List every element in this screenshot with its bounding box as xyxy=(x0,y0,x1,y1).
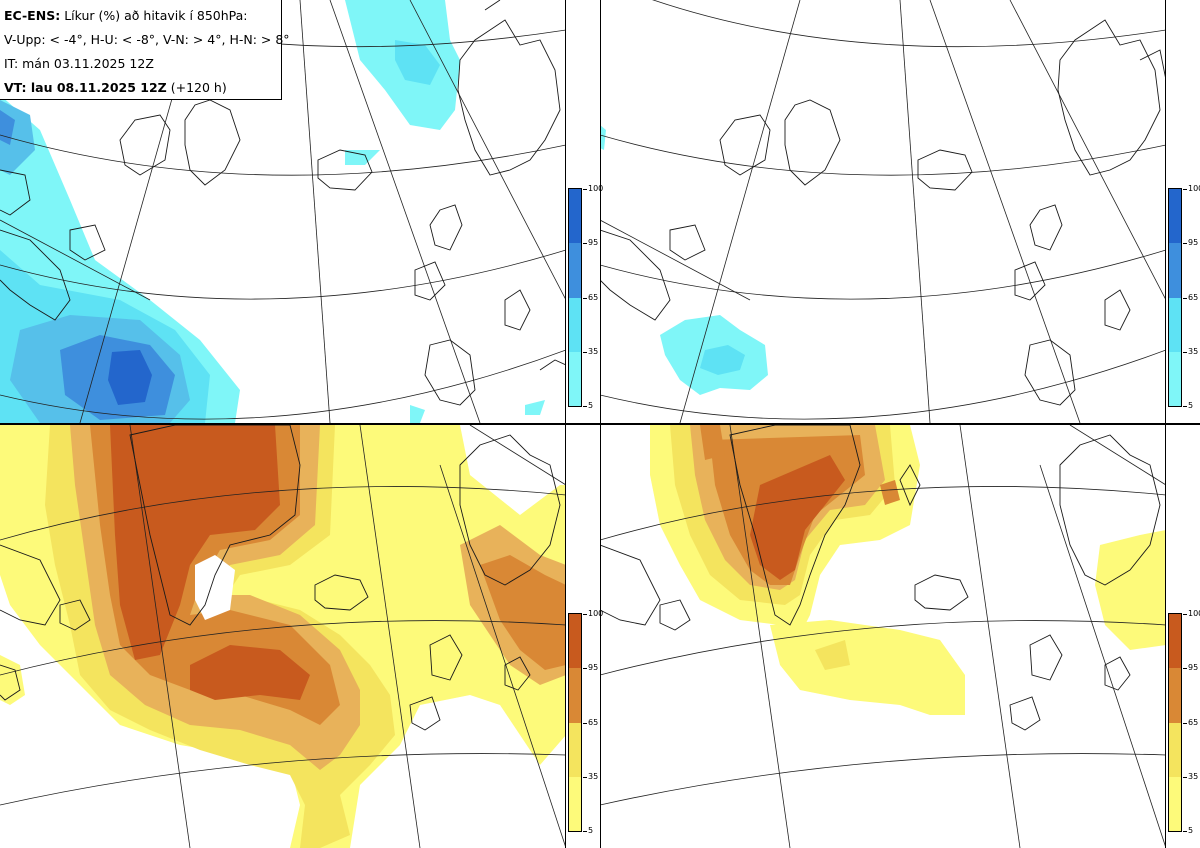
map-warm-4 xyxy=(0,425,566,848)
colorbar-tick-label: 5 xyxy=(1188,401,1194,410)
colorbar-tick-label: 95 xyxy=(588,663,599,672)
colorbar-warm-right: 100 95 65 35 5 xyxy=(1168,610,1200,835)
colorbar-segment xyxy=(569,668,581,723)
colorbar-tick xyxy=(583,406,587,407)
colorbar-tick xyxy=(1183,777,1187,778)
colorbar-tick-label: 100 xyxy=(588,184,604,193)
legend-thresholds: V-Upp: < -4°, H-U: < -8°, V-N: > 4°, H-N… xyxy=(4,32,290,47)
map-panel-cold-8 xyxy=(600,0,1166,423)
colorbar-segment xyxy=(1169,723,1181,777)
colorbar-segment xyxy=(569,777,581,831)
map-cold-4 xyxy=(0,0,566,423)
colorbar-tick-label: 95 xyxy=(588,238,599,247)
colorbar-tick xyxy=(583,243,587,244)
colorbar-segment xyxy=(1169,189,1181,243)
map-legend: EC-ENS: Líkur (%) að hitavik í 850hPa: V… xyxy=(0,0,290,100)
colorbar-segment xyxy=(1169,243,1181,298)
graticule xyxy=(600,425,1166,848)
legend-model: EC-ENS: xyxy=(4,8,61,23)
map-panel-warm-8 xyxy=(600,425,1166,848)
colorbar-tick-label: 5 xyxy=(1188,826,1194,835)
colorbar-tick-label: 5 xyxy=(588,826,594,835)
colorbar-cold-left: 100 95 65 35 5 xyxy=(568,185,603,410)
colorbar-tick-label: 65 xyxy=(1188,718,1199,727)
colorbar-tick xyxy=(1183,298,1187,299)
colorbar-tick xyxy=(1183,831,1187,832)
colorbar-tick-label: 35 xyxy=(588,772,599,781)
colorbar-tick-label: 65 xyxy=(1188,293,1199,302)
panel-frame-left xyxy=(0,0,566,848)
colorbar-tick xyxy=(1183,352,1187,353)
legend-title-line: EC-ENS: Líkur (%) að hitavik í 850hPa: xyxy=(4,4,277,28)
colorbar-tick-label: 100 xyxy=(588,609,604,618)
colorbar-tick xyxy=(1183,614,1187,615)
map-panel-cold-4 xyxy=(0,0,566,423)
colorbar-segment xyxy=(569,352,581,406)
colorbar-segment xyxy=(1169,777,1181,831)
colorbar-tick-label: 65 xyxy=(588,293,599,302)
colorbar-tick-label: 35 xyxy=(1188,347,1199,356)
colorbar-tick-label: 5 xyxy=(588,401,594,410)
colorbar-tick xyxy=(583,352,587,353)
map-cold-8 xyxy=(600,0,1166,423)
map-panel-warm-4 xyxy=(0,425,566,848)
probability-field xyxy=(600,125,768,395)
colorbar-tick xyxy=(1183,243,1187,244)
colorbar-tick xyxy=(583,777,587,778)
colorbar-segment xyxy=(1169,668,1181,723)
legend-title: Líkur (%) að hitavik í 850hPa: xyxy=(64,8,248,23)
colorbar-tick-label: 100 xyxy=(1188,184,1200,193)
map-warm-8 xyxy=(600,425,1166,848)
colorbar-tick xyxy=(583,614,587,615)
colorbar-tick xyxy=(1183,723,1187,724)
graticule xyxy=(600,0,1166,423)
colorbar-segment xyxy=(569,723,581,777)
colorbar-warm-left: 100 95 65 35 5 xyxy=(568,610,603,835)
colorbar-tick xyxy=(1183,189,1187,190)
colorbar-segment xyxy=(1169,298,1181,352)
colorbar-tick xyxy=(583,668,587,669)
legend-valid-line: VT: lau 08.11.2025 12Z (+120 h) xyxy=(4,76,277,100)
colorbar-tick-label: 35 xyxy=(588,347,599,356)
colorbar-tick xyxy=(583,723,587,724)
probability-field xyxy=(650,425,1166,715)
colorbar-tick xyxy=(583,189,587,190)
panel-frame-right xyxy=(600,0,1166,848)
colorbar-segment xyxy=(1169,614,1181,668)
colorbar-tick-label: 95 xyxy=(1188,663,1199,672)
colorbar-tick-label: 65 xyxy=(588,718,599,727)
colorbar-tick xyxy=(583,298,587,299)
colorbar-segment xyxy=(569,243,581,298)
colorbar-cold-right: 100 95 65 35 5 xyxy=(1168,185,1200,410)
graticule xyxy=(0,425,566,848)
legend-initial-time: IT: mán 03.11.2025 12Z xyxy=(4,56,154,71)
legend-lead-time: (+120 h) xyxy=(170,80,227,95)
colorbar-segment xyxy=(569,189,581,243)
colorbar-tick xyxy=(1183,668,1187,669)
colorbar-segment xyxy=(1169,352,1181,406)
legend-valid-time: VT: lau 08.11.2025 12Z xyxy=(4,80,167,95)
coastlines xyxy=(600,19,1166,406)
colorbar-tick xyxy=(583,831,587,832)
probability-field xyxy=(0,0,545,423)
coastlines xyxy=(0,0,566,406)
colorbar-tick xyxy=(1183,406,1187,407)
colorbar-tick-label: 35 xyxy=(1188,772,1199,781)
colorbar-tick-label: 100 xyxy=(1188,609,1200,618)
colorbar-tick-label: 95 xyxy=(1188,238,1199,247)
colorbar-segment xyxy=(569,298,581,352)
colorbar-segment xyxy=(569,614,581,668)
coastlines xyxy=(0,425,561,731)
coastlines xyxy=(600,425,1161,731)
